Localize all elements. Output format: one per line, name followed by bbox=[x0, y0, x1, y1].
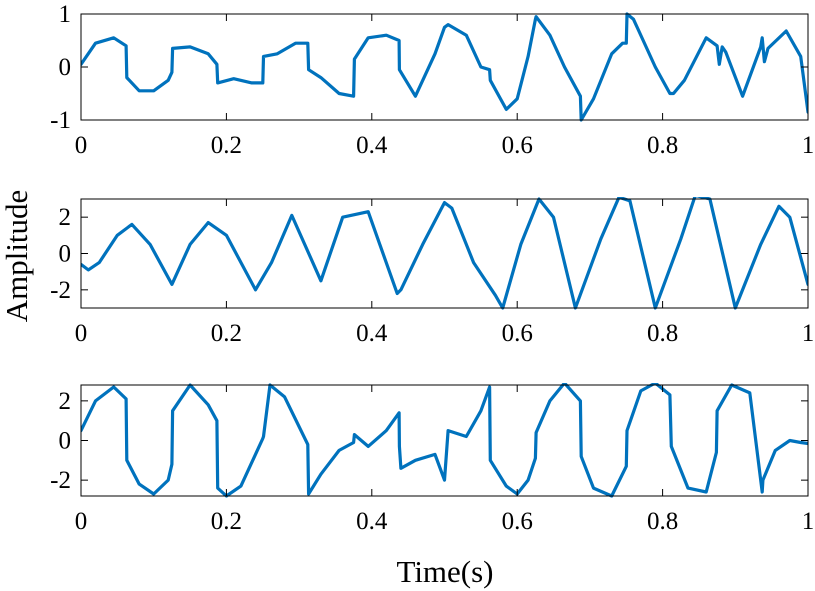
x-tick-label: 1 bbox=[802, 320, 815, 347]
x-tick-label: 0 bbox=[75, 132, 88, 159]
y-tick-label: -1 bbox=[50, 107, 71, 134]
series-line bbox=[81, 383, 808, 498]
x-tick-label: 0.6 bbox=[502, 320, 533, 347]
x-tick-label: 0.6 bbox=[502, 508, 533, 535]
y-tick-label: 1 bbox=[59, 1, 72, 28]
x-tick-label: 0.4 bbox=[356, 132, 388, 159]
y-tick-label: 0 bbox=[59, 428, 72, 455]
x-tick-label: 0.4 bbox=[356, 508, 388, 535]
x-tick-label: 0.2 bbox=[211, 132, 242, 159]
x-tick-label: 0.4 bbox=[356, 320, 388, 347]
y-tick-label: 0 bbox=[59, 241, 72, 268]
y-axis-label: Amplitude bbox=[0, 190, 34, 323]
series-line bbox=[81, 197, 808, 310]
x-tick-label: 0.2 bbox=[211, 320, 242, 347]
y-tick-label: -2 bbox=[50, 277, 71, 304]
y-tick-label: 2 bbox=[59, 204, 72, 231]
x-tick-label: 0.2 bbox=[211, 508, 242, 535]
axes-box bbox=[80, 198, 809, 309]
x-tick-label: 1 bbox=[802, 508, 815, 535]
x-tick-label: 1 bbox=[802, 132, 815, 159]
y-tick-label: -2 bbox=[50, 467, 71, 494]
x-tick-label: 0.8 bbox=[647, 508, 678, 535]
x-tick-label: 0.8 bbox=[647, 320, 678, 347]
x-tick-label: 0 bbox=[75, 508, 88, 535]
x-tick-label: 0 bbox=[75, 320, 88, 347]
subplot-3: 0 0.2 0.4 0.6 0.8 120-2 bbox=[50, 383, 814, 535]
x-tick-label: 0.8 bbox=[647, 132, 678, 159]
series-line bbox=[81, 12, 808, 122]
y-tick-label: 2 bbox=[59, 388, 72, 415]
subplot-2: 0 0.2 0.4 0.6 0.8 1-202 bbox=[50, 197, 815, 347]
y-tick-label: 0 bbox=[59, 54, 72, 81]
x-axis-label: Time(s) bbox=[396, 554, 493, 589]
subplot-1: 0 0.2 0.4 0.6 0.8 1-101 bbox=[50, 1, 814, 159]
x-tick-label: 0.6 bbox=[502, 132, 533, 159]
